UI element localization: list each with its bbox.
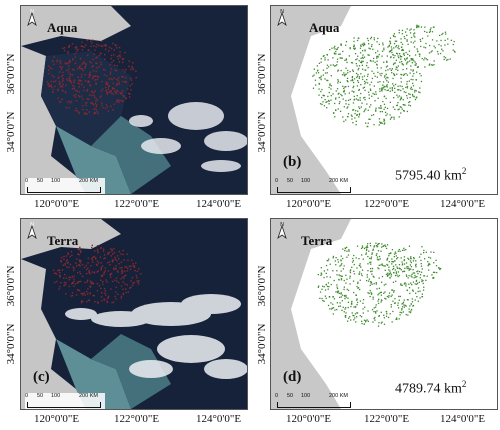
land-north (21, 6, 131, 46)
satellite-title-d: Terra (301, 233, 333, 248)
cloud-cover (65, 294, 247, 379)
scale-bar-b: 0 50 100 200 KM (275, 178, 355, 194)
algae-green-patches (312, 24, 456, 128)
land-west (21, 46, 86, 194)
lon-label-120-b: 120°0'0"E (286, 198, 332, 210)
lon-label-122-d: 122°0'0"E (364, 413, 410, 425)
satellite-title-b: Aqua (309, 20, 340, 35)
scale-bar-a: 0 50 100 200 KM (25, 178, 105, 194)
land-west (21, 259, 86, 409)
north-arrow: N (276, 222, 288, 239)
lon-label-120-c: 120°0'0"E (34, 413, 80, 425)
lon-label-122-c: 122°0'0"E (114, 413, 160, 425)
satellite-title-a: Aqua (47, 20, 78, 35)
lon-label-124-c: 124°0'0"E (196, 413, 242, 425)
lon-label-124-b: 124°0'0"E (440, 198, 486, 210)
lat-label-36-b: 36°0'0"N (256, 53, 268, 95)
coastal-water (56, 339, 131, 409)
panel-letter-b: (b) (283, 154, 302, 170)
panel-letter-d: (d) (283, 369, 302, 385)
algae-green-patches (317, 242, 442, 327)
lon-label-124-a: 124°0'0"E (196, 198, 242, 210)
map-panel-d: N Terra (d) 4789.74 km2 0 50 100 200 KM (270, 218, 498, 410)
map-panel-a: N Aqua 0 50 100 200 KM (20, 5, 248, 195)
north-label: N (30, 9, 34, 15)
algae-red-patches (52, 244, 142, 304)
scale-bar-d: 0 50 100 200 KM (275, 393, 355, 409)
lat-label-36-d: 36°0'0"N (256, 265, 268, 307)
lon-label-124-d: 124°0'0"E (440, 413, 486, 425)
lat-label-36-c: 36°0'0"N (5, 265, 17, 307)
lat-label-36-a: 36°0'0"N (5, 53, 17, 95)
north-arrow: N (26, 9, 38, 26)
lat-label-34-d: 34°0'0"N (256, 323, 268, 365)
map-panel-c: N Terra (c) 0 50 100 200 KM (20, 218, 248, 410)
lon-label-122-a: 122°0'0"E (114, 198, 160, 210)
area-value-b: 5795.40 km2 (395, 166, 467, 184)
panel-letter-c: (c) (33, 369, 50, 385)
coastal-water (56, 126, 131, 194)
north-arrow: N (26, 222, 38, 239)
lat-label-34-b: 34°0'0"N (256, 111, 268, 153)
lat-label-34-c: 34°0'0"N (5, 323, 17, 365)
land-mask (271, 6, 351, 194)
lon-label-122-b: 122°0'0"E (364, 198, 410, 210)
lat-label-34-a: 34°0'0"N (5, 111, 17, 153)
rgb-image-c (21, 219, 247, 409)
algae-red-patches (46, 39, 137, 115)
satellite-title-c: Terra (47, 233, 79, 248)
land-mask (271, 219, 351, 409)
classification-map-d (271, 219, 497, 409)
land-north (21, 219, 121, 259)
north-arrow: N (276, 9, 288, 26)
scale-bar-c: 0 50 100 200 KM (25, 393, 105, 409)
map-panel-b: N Aqua (b) 5795.40 km2 0 50 100 200 KM (270, 5, 498, 195)
area-value-d: 4789.74 km2 (395, 379, 467, 397)
cloud-cover (129, 102, 247, 172)
rgb-image-a (21, 6, 247, 194)
classification-map-b (271, 6, 497, 194)
lon-label-120-d: 120°0'0"E (286, 413, 332, 425)
lon-label-120-a: 120°0'0"E (34, 198, 80, 210)
